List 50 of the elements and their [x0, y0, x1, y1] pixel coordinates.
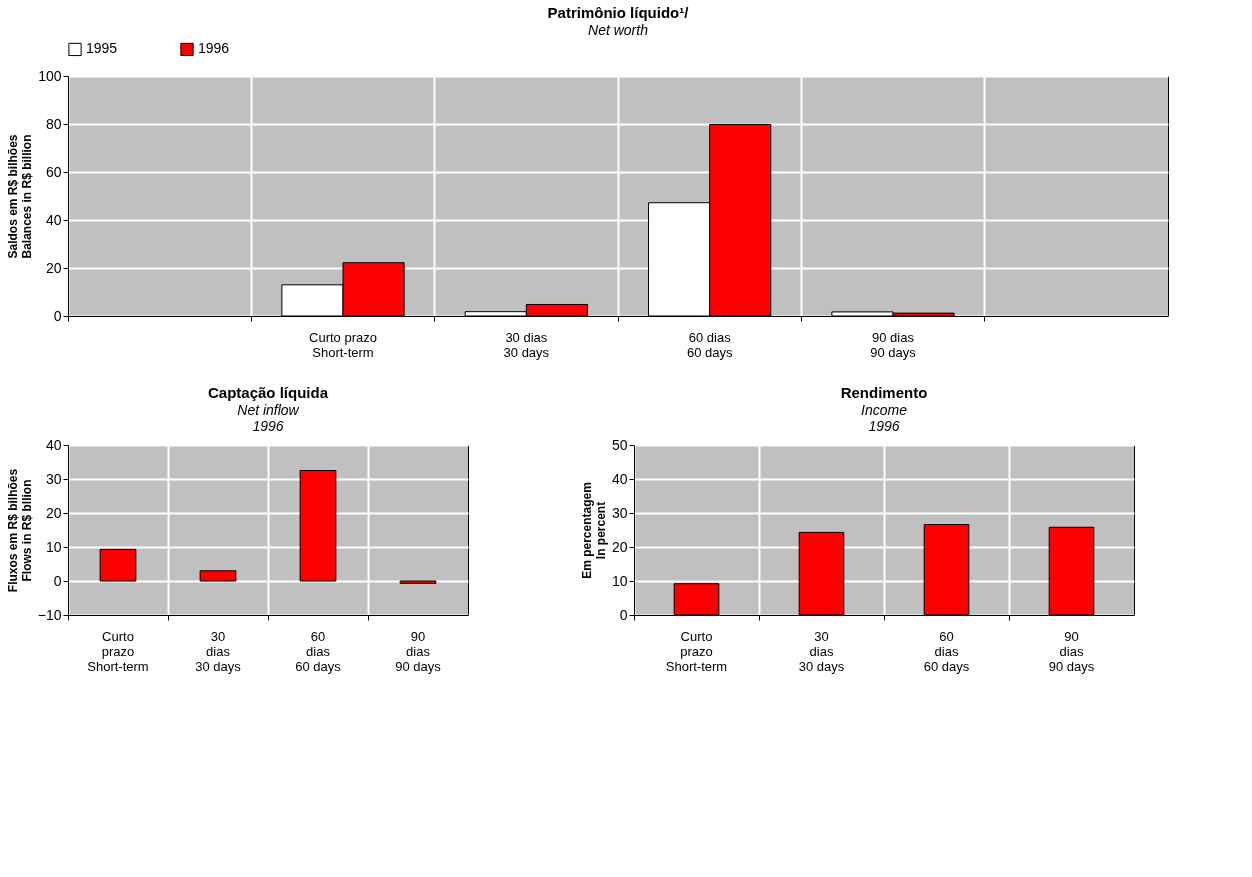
y-tick-label: 20	[45, 259, 62, 276]
text: Saldos em R$ bilhões	[6, 134, 21, 259]
chart-title: Rendimento	[840, 384, 928, 401]
y-tick-label: 20	[45, 504, 62, 521]
bar	[399, 580, 437, 584]
y-tick-label: 0	[53, 307, 62, 324]
y-tick-label: 0	[53, 572, 62, 589]
x-tick-label: 30 dias 30 days	[195, 628, 242, 674]
text: Income	[861, 402, 907, 418]
y-tick-label: 40	[611, 470, 628, 487]
x-tick-label: 30 dias 30 days	[798, 628, 845, 674]
y-tick-label: 0	[619, 606, 628, 623]
y-tick-label: 40	[45, 211, 62, 228]
y-tick-label: 50	[611, 436, 628, 453]
y-tick-label: 40	[45, 436, 62, 453]
x-tick-label: Curto prazo Short-term	[309, 329, 377, 360]
y-tick-label: 20	[611, 538, 628, 555]
legend-label: 1996	[198, 40, 230, 57]
x-tick-label: 90 dias 90 days	[1048, 628, 1095, 674]
text: 1996	[252, 418, 284, 434]
y-tick-label: 30	[611, 504, 628, 521]
x-tick-label: 30 dias 30 days	[503, 329, 550, 360]
chart-title: Captação líquida	[207, 384, 329, 401]
x-tick-label: Curto prazo Short-term	[87, 628, 149, 674]
bar	[99, 548, 137, 582]
text: 1996	[868, 418, 900, 434]
y-tick-label: 100	[38, 67, 62, 84]
x-tick-label: Curto prazo Short-term	[665, 628, 728, 674]
y-tick-label: −10	[37, 606, 62, 623]
y-tick-label: 10	[45, 538, 62, 555]
chart-subtitle: Net worth	[588, 22, 649, 38]
text: Em percentagem	[579, 482, 594, 579]
bar	[199, 570, 237, 582]
x-tick-label: 60 dias 60 days	[686, 329, 733, 360]
x-tick-label: 60 dias 60 days	[923, 628, 970, 674]
legend-label: 1995	[86, 40, 118, 57]
y-tick-label: 60	[45, 163, 62, 180]
y-tick-label: 10	[611, 572, 628, 589]
text: Flows in R$ bllion	[19, 479, 34, 582]
y-tick-label: 80	[45, 115, 62, 132]
chart-title: Patrimônio líquido¹/	[547, 4, 690, 21]
x-tick-label: 90 dias 90 days	[870, 329, 917, 360]
bar	[299, 470, 337, 582]
text: In percent	[593, 501, 608, 560]
text: Net inflow	[237, 402, 299, 418]
text: Balances in R$ billion	[20, 134, 35, 259]
y-tick-label: 30	[45, 470, 62, 487]
x-tick-label: 60 dias 60 days	[295, 628, 342, 674]
text: Fluxos em R$ bilhões	[5, 468, 20, 593]
x-tick-label: 90 dias 90 days	[395, 628, 442, 674]
